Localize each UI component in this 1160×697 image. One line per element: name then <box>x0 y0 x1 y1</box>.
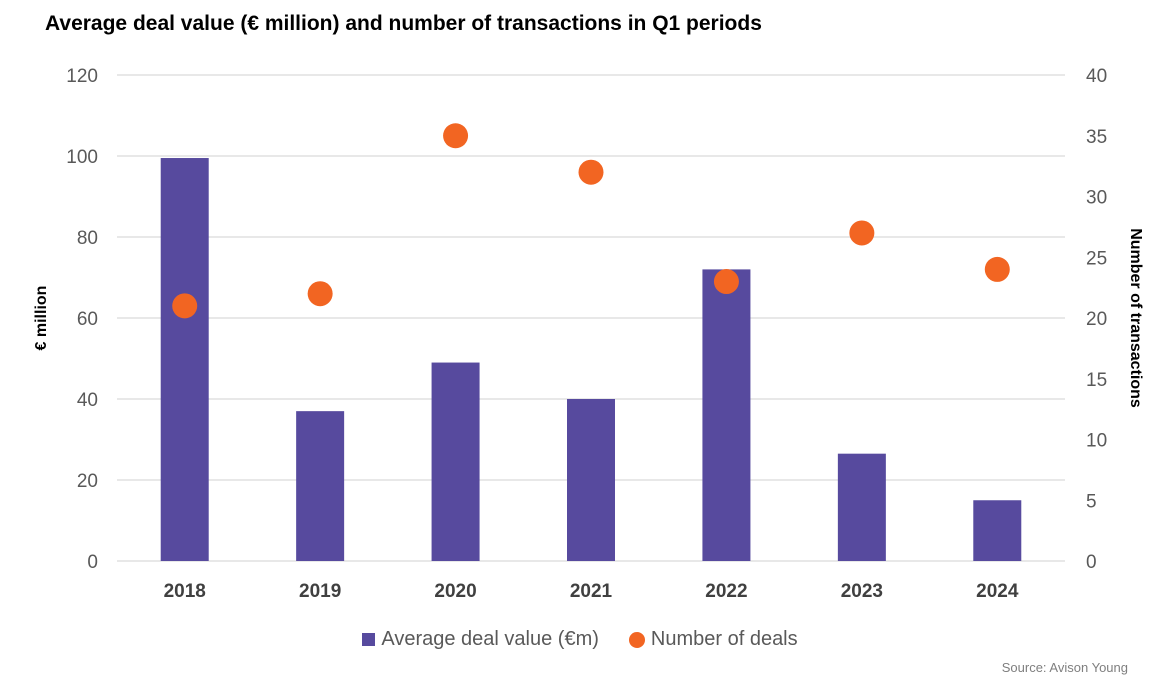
y2-tick-label: 5 <box>1086 491 1097 512</box>
data-point <box>578 159 604 185</box>
y-tick-label: 120 <box>66 66 98 87</box>
bar <box>296 411 345 561</box>
y-tick-label: 100 <box>66 147 98 168</box>
x-tick-label: 2018 <box>164 581 206 602</box>
right-axis-ticks: 0 5 10 15 20 25 30 35 40 <box>1086 66 1107 573</box>
bar <box>702 269 751 561</box>
y2-tick-label: 35 <box>1086 127 1107 148</box>
x-tick-label: 2024 <box>976 581 1019 602</box>
bar <box>837 453 886 561</box>
legend-label-dots: Number of deals <box>650 628 798 650</box>
x-tick-label: 2021 <box>570 581 613 602</box>
x-tick-label: 2020 <box>434 581 476 602</box>
legend: Average deal value (€m) Number of deals <box>0 628 1160 651</box>
legend-item-bars: Average deal value (€m) <box>362 628 599 651</box>
x-tick-label: 2019 <box>299 581 341 602</box>
y-tick-label: 0 <box>87 552 98 573</box>
left-axis-ticks: 0 20 40 60 80 100 120 <box>66 66 98 573</box>
bar <box>160 158 209 561</box>
y2-tick-label: 25 <box>1086 248 1107 269</box>
data-point <box>713 269 739 295</box>
y2-tick-label: 10 <box>1086 431 1107 452</box>
y2-tick-label: 40 <box>1086 66 1107 87</box>
data-point <box>984 256 1010 282</box>
legend-swatch-dot <box>628 631 645 648</box>
x-axis-ticks: 2018 2019 2020 2021 2022 2023 2024 <box>164 581 1019 602</box>
y-tick-label: 40 <box>77 390 98 411</box>
y2-tick-label: 20 <box>1086 309 1107 330</box>
legend-swatch-bar <box>362 633 376 646</box>
bar-series <box>160 158 1022 561</box>
y-axis-label: € million <box>33 286 50 351</box>
bar <box>973 500 1022 561</box>
data-point <box>172 293 198 319</box>
y2-axis-label: Number of transactions <box>1127 228 1144 408</box>
legend-item-dots: Number of deals <box>628 628 798 651</box>
data-point <box>307 281 333 307</box>
bar <box>567 399 615 561</box>
data-point <box>849 220 875 246</box>
chart-title: Average deal value (€ million) and numbe… <box>45 12 762 35</box>
dot-series <box>172 123 1010 319</box>
y2-tick-label: 15 <box>1086 370 1107 391</box>
y2-tick-label: 0 <box>1086 552 1097 573</box>
y-tick-label: 80 <box>77 228 98 249</box>
y2-tick-label: 30 <box>1086 188 1107 209</box>
y-tick-label: 20 <box>77 471 98 492</box>
legend-label-bars: Average deal value (€m) <box>381 628 599 650</box>
x-tick-label: 2022 <box>705 581 747 602</box>
bar <box>431 362 480 561</box>
source-note: Source: Avison Young <box>1001 660 1128 675</box>
x-tick-label: 2023 <box>841 581 883 602</box>
data-point <box>443 123 469 149</box>
y-tick-label: 60 <box>77 309 98 330</box>
